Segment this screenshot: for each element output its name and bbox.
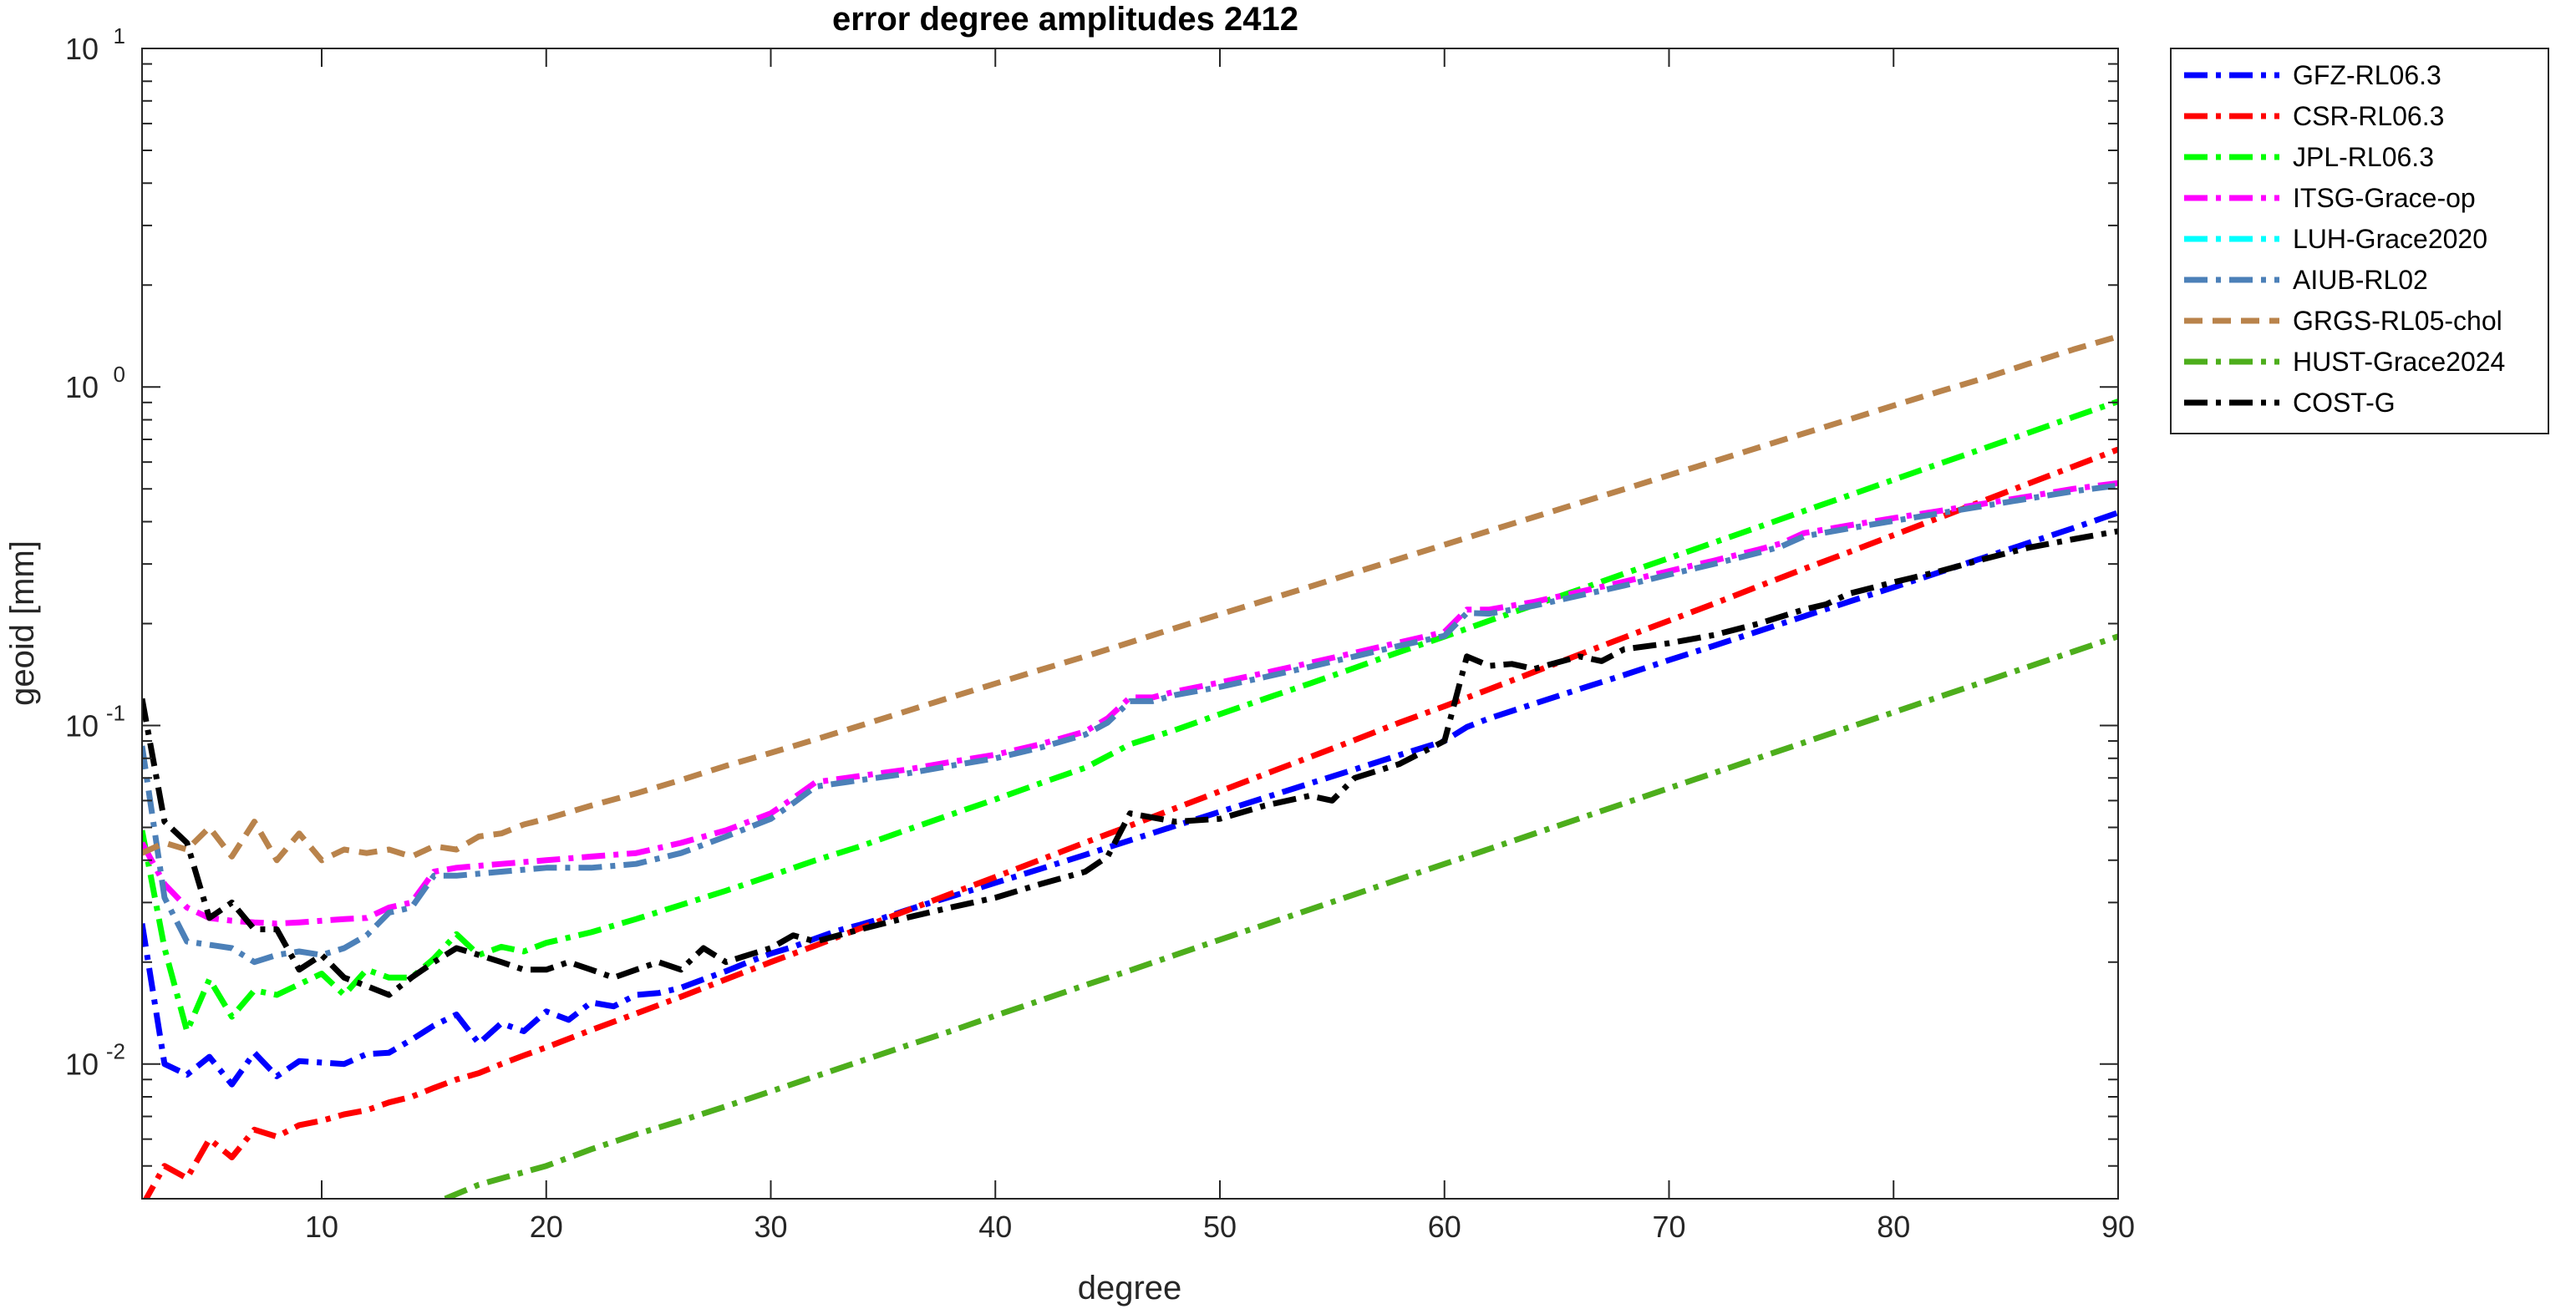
x-axis-ticks: 10 20 30 40 50 60 70 80 90 [305, 48, 2135, 1244]
legend: GFZ-RL06.3 CSR-RL06.3 JPL-RL06.3 ITSG-Grace… [2170, 48, 2549, 434]
x-tick-label: 90 [2101, 1210, 2135, 1244]
x-tick-label: 60 [1428, 1210, 1461, 1244]
x-tick-label: 80 [1877, 1210, 1910, 1244]
legend-entry: CSR-RL06.3 [2293, 101, 2444, 131]
x-tick-label: 10 [305, 1210, 338, 1244]
y-tick-base: 10 [65, 32, 99, 66]
plot-area [142, 48, 2118, 1199]
y-tick-label: 10 [65, 708, 99, 743]
y-tick-label: 10 [65, 370, 99, 404]
x-tick-label: 70 [1652, 1210, 1685, 1244]
y-tick-label: 10 [65, 1048, 99, 1082]
y-axis-ticks: 10 -2 10 -1 10 0 10 1 [65, 23, 2118, 1200]
legend-entry: JPL-RL06.3 [2293, 142, 2434, 172]
legend-entry: HUST-Grace2024 [2293, 347, 2505, 377]
series-line-gfz-rl06-3 [142, 510, 2118, 1088]
series-line-cost-g [142, 528, 2118, 998]
y-tick-base: 10 [65, 370, 99, 404]
legend-entry: ITSG-Grace-op [2293, 183, 2476, 213]
x-tick-label: 50 [1203, 1210, 1237, 1244]
x-tick-label: 40 [978, 1210, 1012, 1244]
y-tick-exponent: -2 [106, 1039, 125, 1064]
series-line-jpl-rl06-3 [142, 398, 2118, 1034]
legend-entry: GFZ-RL06.3 [2293, 60, 2441, 90]
x-axis-label: degree [1078, 1270, 1182, 1306]
series-line-hust-grace2024 [444, 633, 2118, 1199]
legend-entry: LUH-Grace2020 [2293, 224, 2487, 254]
y-tick-label: 10 [65, 32, 99, 66]
x-tick-label: 20 [530, 1210, 563, 1244]
series-line-grgs-rl05-chol [142, 333, 2118, 864]
series-line-itsg-grace-op [142, 479, 2118, 927]
series-line-csr-rl06-3 [143, 446, 2118, 1199]
x-tick-label: 30 [754, 1210, 787, 1244]
y-tick-exponent: -1 [106, 700, 125, 725]
series-line-aiub-rl02 [142, 482, 2118, 966]
legend-entry: GRGS-RL05-chol [2293, 306, 2502, 336]
y-axis-label: geoid [mm] [4, 540, 41, 706]
series-layer [142, 333, 2118, 1199]
y-tick-base: 10 [65, 708, 99, 743]
y-tick-base: 10 [65, 1048, 99, 1082]
legend-entry: AIUB-RL02 [2293, 265, 2428, 295]
chart-title: error degree amplitudes 2412 [832, 1, 1298, 38]
y-tick-exponent: 1 [114, 23, 125, 48]
y-tick-exponent: 0 [114, 362, 125, 387]
legend-entry: COST-G [2293, 388, 2396, 418]
